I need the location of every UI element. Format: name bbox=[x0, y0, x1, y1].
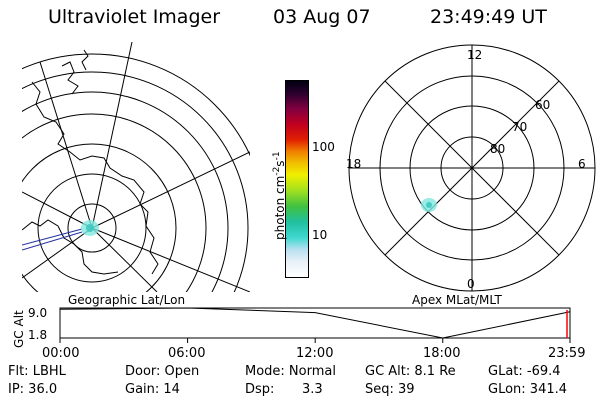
gc-xtick-2: 12:00 bbox=[296, 346, 334, 361]
time-label: 23:49:49 UT bbox=[430, 6, 547, 28]
status-door: Door: Open bbox=[125, 364, 200, 379]
status-gain: Gain: 14 bbox=[125, 382, 180, 397]
status-gc-alt: GC Alt: 8.1 Re bbox=[365, 364, 456, 379]
unit-sup2: -1 bbox=[272, 151, 282, 161]
lat-label-70: 70 bbox=[512, 120, 528, 134]
unit-text: photon cm bbox=[273, 175, 287, 240]
unit-sup1: -2 bbox=[272, 166, 282, 176]
status-seq: Seq: 39 bbox=[365, 382, 415, 397]
lat-label-80: 80 bbox=[490, 142, 506, 156]
status-mode: Mode: Normal bbox=[245, 364, 336, 379]
status-ip: IP: 36.0 bbox=[8, 382, 58, 397]
geo-panel-label: Geographic Lat/Lon bbox=[68, 293, 186, 307]
colorbar-unit-label: photon cm-2s-1 bbox=[272, 151, 287, 240]
status-glon: GLon: 341.4 bbox=[488, 382, 568, 397]
geographic-map bbox=[22, 42, 250, 292]
lat-label-60: 60 bbox=[535, 98, 551, 112]
gc-xtick-3: 18:00 bbox=[423, 346, 461, 361]
mlt-label-0: 0 bbox=[467, 277, 475, 291]
gc-ytick-bottom: 1.8 bbox=[28, 328, 48, 342]
apex-polar-plot bbox=[348, 44, 596, 292]
app-title: Ultraviolet Imager bbox=[48, 6, 221, 28]
gc-altitude-plot bbox=[59, 307, 571, 343]
mlt-label-6: 6 bbox=[578, 157, 586, 171]
gc-altitude-line bbox=[59, 307, 571, 339]
colorbar bbox=[285, 80, 309, 278]
status-dsp-label: Dsp: bbox=[245, 382, 275, 397]
date-label: 03 Aug 07 bbox=[273, 6, 371, 28]
colorbar-tick-100: 100 bbox=[312, 140, 335, 154]
gc-xtick-0: 00:00 bbox=[42, 346, 80, 361]
unit-mid: s bbox=[273, 160, 287, 167]
colorbar-tick-10: 10 bbox=[312, 228, 328, 242]
status-filter: Flt: LBHL bbox=[8, 364, 66, 379]
apex-panel-label: Apex MLat/MLT bbox=[412, 293, 502, 307]
status-glat: GLat: -69.4 bbox=[488, 364, 561, 379]
status-dsp-value: 3.3 bbox=[302, 382, 323, 397]
mlt-label-12: 12 bbox=[467, 48, 483, 62]
mlt-label-18: 18 bbox=[346, 157, 362, 171]
gc-xtick-1: 06:00 bbox=[168, 346, 206, 361]
gc-xtick-4: 23:59 bbox=[548, 346, 586, 361]
gc-ytick-top: 9.0 bbox=[28, 306, 48, 320]
